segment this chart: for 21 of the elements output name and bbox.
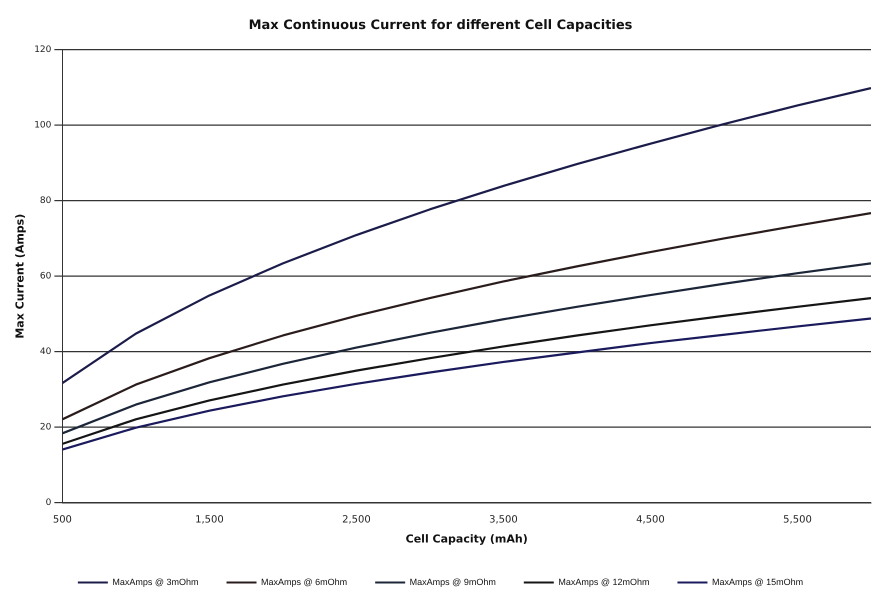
y-tick-label: 100 [34,120,52,130]
y-tick-label: 20 [40,422,52,433]
y-tick-label: 0 [46,498,52,508]
x-axis-title: Cell Capacity (mAh) [406,532,528,546]
x-tick-label: 4,500 [636,514,665,526]
y-tick-label: 80 [40,196,52,206]
legend-label: MaxAmps @ 6mOhm [261,576,348,587]
x-tick-label: 3,500 [489,514,518,526]
y-tick-label: 120 [34,44,52,55]
legend-label: MaxAmps @ 12mOhm [558,576,650,587]
y-axis-title: Max Current (Amps) [13,214,26,339]
legend-label: MaxAmps @ 15mOhm [712,576,804,587]
x-tick-label: 5,500 [783,514,812,526]
x-tick-label: 1,500 [195,514,224,526]
chart-title: Max Continuous Current for different Cell Capacities [248,18,633,34]
y-tick-label: 60 [40,272,52,282]
y-tick-label: 40 [40,347,52,358]
legend-label: MaxAmps @ 3mOhm [112,576,199,587]
legend-label: MaxAmps @ 9mOhm [410,576,496,587]
x-tick-label: 500 [52,514,72,526]
x-tick-label: 2,500 [342,514,371,526]
